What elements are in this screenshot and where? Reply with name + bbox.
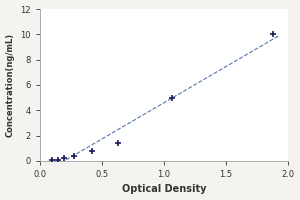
Y-axis label: Concentration(ng/mL): Concentration(ng/mL) [6,33,15,137]
X-axis label: Optical Density: Optical Density [122,184,206,194]
